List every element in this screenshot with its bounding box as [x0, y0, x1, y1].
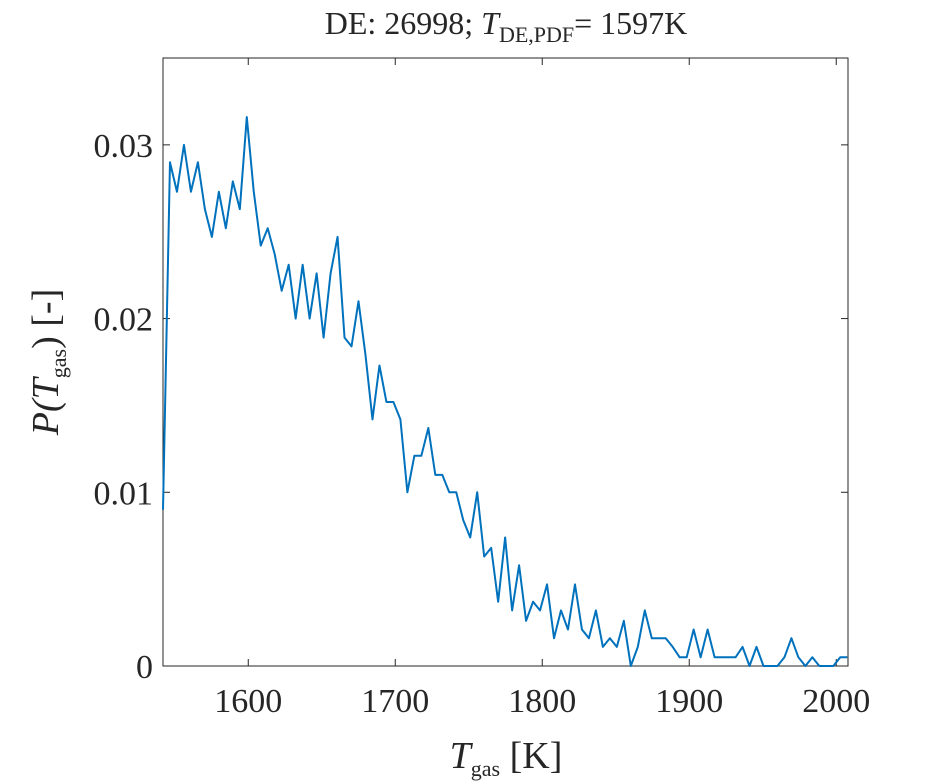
- title-text: = 1597K: [574, 5, 687, 41]
- x-axis-label: Tgas [K]: [450, 735, 563, 781]
- y-label-subscript: gas: [46, 349, 71, 378]
- y-tick-label: 0: [136, 649, 153, 686]
- data-line: [162, 116, 848, 667]
- x-tick-label: 1900: [655, 683, 723, 720]
- title-subscript: DE,PDF: [499, 22, 574, 47]
- x-label-subscript: gas: [471, 756, 500, 781]
- y-tick-label: 0.01: [94, 475, 154, 512]
- y-tick-label: 0.03: [94, 128, 154, 165]
- y-label-symbol: T: [25, 375, 67, 399]
- x-label-symbol: T: [450, 735, 474, 777]
- y-label-text: P(: [25, 397, 67, 436]
- title-symbol: T: [481, 5, 501, 41]
- y-axis-label: P(Tgas) [-]: [25, 289, 71, 436]
- plot-frame: [162, 57, 849, 667]
- x-tick-label: 1800: [508, 683, 576, 720]
- title-text: DE: 26998;: [325, 5, 481, 41]
- y-label-text: ) [-]: [25, 289, 67, 349]
- chart-title: DE: 26998; TDE,PDF= 1597K: [325, 5, 688, 47]
- y-tick-label: 0.02: [94, 302, 154, 339]
- x-tick-label: 2000: [802, 683, 870, 720]
- x-label-unit: [K]: [500, 735, 562, 777]
- x-tick-label: 1600: [214, 683, 282, 720]
- x-tick-label: 1700: [361, 683, 429, 720]
